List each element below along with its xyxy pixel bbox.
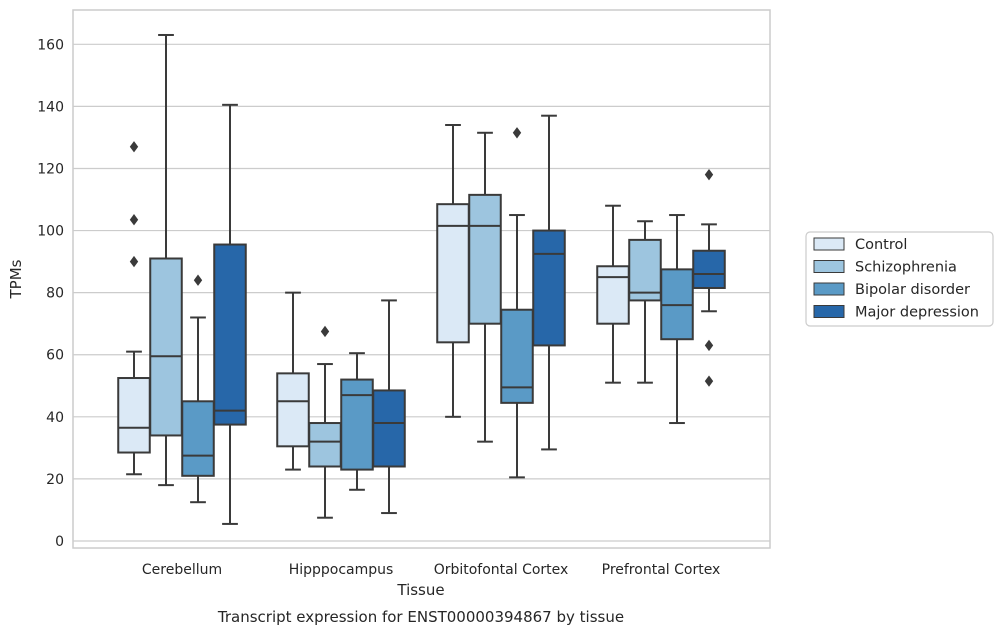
box-2-3 bbox=[660, 214, 694, 425]
box-1-0 bbox=[149, 33, 183, 487]
box-3-1 bbox=[372, 299, 406, 515]
boxes bbox=[117, 33, 726, 525]
y-tick-label: 100 bbox=[37, 224, 64, 240]
outlier-point bbox=[512, 127, 522, 139]
outlier-point bbox=[704, 339, 714, 352]
legend: Control Schizophrenia Bipolar disorder Majo… bbox=[805, 231, 994, 327]
outlier-point bbox=[193, 274, 203, 286]
legend-item: Control bbox=[813, 237, 907, 253]
legend-frame bbox=[805, 231, 994, 327]
box-iqr bbox=[149, 257, 183, 437]
legend-swatch bbox=[813, 237, 845, 251]
box-iqr bbox=[532, 229, 566, 347]
legend-label: Major depression bbox=[855, 305, 979, 321]
legend-label: Schizophrenia bbox=[855, 260, 957, 276]
box-2-1 bbox=[340, 352, 374, 491]
outlier-point bbox=[129, 255, 139, 268]
box-iqr bbox=[372, 389, 406, 468]
legend-swatch bbox=[813, 260, 845, 273]
x-tick-label: Orbitofontal Cortex bbox=[434, 562, 569, 578]
y-ticks: 0 20 40 60 80 100 120 140 160 bbox=[37, 37, 64, 550]
x-ticks: Cerebellum Hipppocampus Orbitofontal Corte… bbox=[142, 562, 720, 578]
legend-label: Control bbox=[855, 237, 907, 253]
box-iqr bbox=[596, 265, 630, 325]
y-tick-label: 0 bbox=[55, 534, 64, 550]
y-tick-label: 20 bbox=[46, 472, 64, 488]
box-iqr bbox=[500, 308, 534, 404]
y-axis-title: TPMs bbox=[7, 259, 25, 299]
y-tick-label: 40 bbox=[46, 410, 64, 426]
box-2-2 bbox=[500, 127, 534, 479]
box-3-3 bbox=[692, 169, 726, 387]
y-tick-label: 160 bbox=[37, 37, 64, 53]
y-tick-label: 60 bbox=[46, 348, 64, 364]
box-3-2 bbox=[532, 114, 566, 451]
legend-item: Major depression bbox=[813, 305, 979, 321]
box-iqr bbox=[181, 400, 215, 477]
legend-label: Bipolar disorder bbox=[855, 282, 970, 298]
outlier-point bbox=[320, 325, 330, 338]
x-tick-label: Prefrontal Cortex bbox=[602, 562, 721, 578]
y-tick-label: 80 bbox=[46, 286, 64, 302]
box-iqr bbox=[628, 238, 662, 302]
legend-swatch bbox=[813, 282, 845, 296]
outlier-point bbox=[129, 214, 139, 226]
box-1-2 bbox=[468, 131, 502, 443]
box-iqr bbox=[213, 243, 247, 426]
x-axis-title: Tissue bbox=[396, 581, 444, 599]
box-iqr bbox=[468, 193, 502, 325]
box-2-0 bbox=[181, 274, 215, 504]
box-iqr bbox=[308, 422, 342, 468]
x-tick-label: Hipppocampus bbox=[289, 562, 394, 578]
chart-title: Transcript expression for ENST0000039486… bbox=[217, 608, 624, 626]
box-iqr bbox=[276, 372, 310, 448]
legend-swatch bbox=[813, 305, 845, 318]
outlier-point bbox=[129, 141, 139, 153]
outlier-point bbox=[704, 169, 714, 181]
outlier-point bbox=[704, 375, 714, 387]
box-1-1 bbox=[308, 325, 342, 519]
box-0-3 bbox=[596, 204, 630, 384]
y-tick-label: 120 bbox=[37, 161, 64, 177]
box-iqr bbox=[340, 378, 374, 471]
y-tick-label: 140 bbox=[37, 99, 64, 115]
box-0-2 bbox=[436, 124, 470, 418]
legend-item: Schizophrenia bbox=[813, 260, 957, 276]
box-iqr bbox=[117, 377, 151, 454]
box-iqr bbox=[692, 249, 726, 289]
box-1-3 bbox=[628, 220, 662, 384]
plot-frame bbox=[72, 9, 771, 549]
box-0-0 bbox=[117, 141, 151, 476]
box-iqr bbox=[436, 203, 470, 344]
legend-item: Bipolar disorder bbox=[813, 282, 970, 298]
box-0-1 bbox=[276, 291, 310, 471]
box-3-0 bbox=[213, 103, 247, 525]
x-tick-label: Cerebellum bbox=[142, 562, 222, 578]
